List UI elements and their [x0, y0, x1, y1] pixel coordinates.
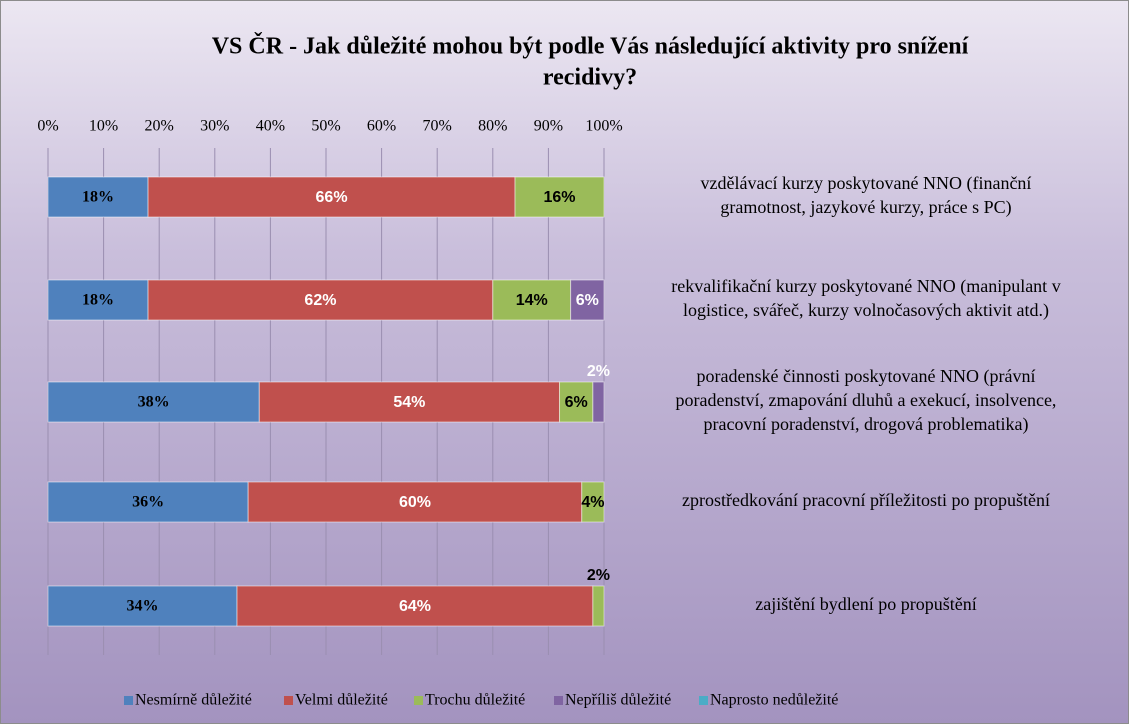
legend-label: Nesmírně důležité	[135, 692, 252, 709]
data-label: 38%	[138, 394, 170, 411]
data-label: 54%	[393, 394, 425, 411]
bar-segment	[592, 381, 605, 423]
data-label: 18%	[82, 189, 114, 206]
bar-segment	[47, 481, 249, 523]
legend-swatch	[699, 696, 708, 705]
legend-swatch	[124, 696, 133, 705]
x-tick-label: 20%	[145, 118, 174, 135]
data-label: 18%	[82, 292, 114, 309]
x-tick-label: 0%	[37, 118, 58, 135]
data-label: 66%	[316, 189, 348, 206]
bar-segment	[559, 381, 594, 423]
x-tick-label: 10%	[89, 118, 118, 135]
data-label: 2%	[587, 363, 610, 380]
x-tick-label: 80%	[478, 118, 507, 135]
legend-label: Velmi důležité	[295, 692, 388, 709]
data-label: 14%	[516, 292, 548, 309]
chart-title: VS ČR - Jak důležité mohou být podle Vás…	[212, 33, 969, 60]
legend-swatch	[284, 696, 293, 705]
category-label: poradenství, zmapování dluhů a exekucí, …	[676, 390, 1057, 410]
x-tick-label: 100%	[585, 118, 622, 135]
bar-segment	[258, 381, 561, 423]
x-tick-label: 40%	[256, 118, 285, 135]
category-label: gramotnost, jazykové kurzy, práce s PC)	[720, 197, 1011, 218]
data-label: 36%	[132, 494, 164, 511]
x-tick-label: 90%	[534, 118, 563, 135]
x-tick-label: 60%	[367, 118, 396, 135]
legend-label: Trochu důležité	[425, 692, 525, 709]
data-label: 4%	[581, 494, 604, 511]
bar-segment	[581, 481, 605, 523]
bar-segment	[514, 176, 605, 218]
bar-segment	[592, 585, 605, 627]
bar-segment	[47, 176, 149, 218]
bar-segment	[147, 176, 516, 218]
data-label: 60%	[399, 494, 431, 511]
category-label: vzdělávací kurzy poskytované NNO (finanč…	[701, 173, 1032, 194]
data-label: 34%	[127, 598, 159, 615]
category-label: zprostředkování pracovní příležitosti po…	[682, 490, 1050, 510]
data-label: 62%	[304, 292, 336, 309]
data-label: 6%	[565, 394, 588, 411]
bar-segment	[570, 279, 605, 321]
bar-segment	[492, 279, 572, 321]
category-label: poradenské činnosti poskytované NNO (prá…	[697, 366, 1036, 387]
category-label: logistice, svářeč, kurzy volnočasových a…	[683, 300, 1049, 321]
data-label: 64%	[399, 598, 431, 615]
data-label: 16%	[544, 189, 576, 206]
category-label: rekvalifikační kurzy poskytované NNO (ma…	[671, 276, 1060, 297]
x-tick-label: 50%	[311, 118, 340, 135]
bar-segment	[47, 279, 149, 321]
bar-segment	[47, 381, 260, 423]
legend-label: Naprosto nedůležité	[710, 692, 838, 709]
data-label: 2%	[587, 567, 610, 584]
bar-segment	[247, 481, 583, 523]
legend-swatch	[554, 696, 563, 705]
bar-segment	[147, 279, 494, 321]
chart-title: recidivy?	[543, 65, 637, 91]
category-label: pracovní poradenství, drogová problemati…	[704, 414, 1029, 435]
legend-swatch	[414, 696, 423, 705]
legend-label: Nepříliš důležité	[565, 692, 671, 709]
x-tick-label: 30%	[200, 118, 229, 135]
x-tick-label: 70%	[423, 118, 452, 135]
bar-segment	[236, 585, 594, 627]
category-label: zajištění bydlení po propuštění	[755, 594, 976, 614]
data-label: 6%	[576, 292, 599, 309]
bar-segment	[47, 585, 238, 627]
